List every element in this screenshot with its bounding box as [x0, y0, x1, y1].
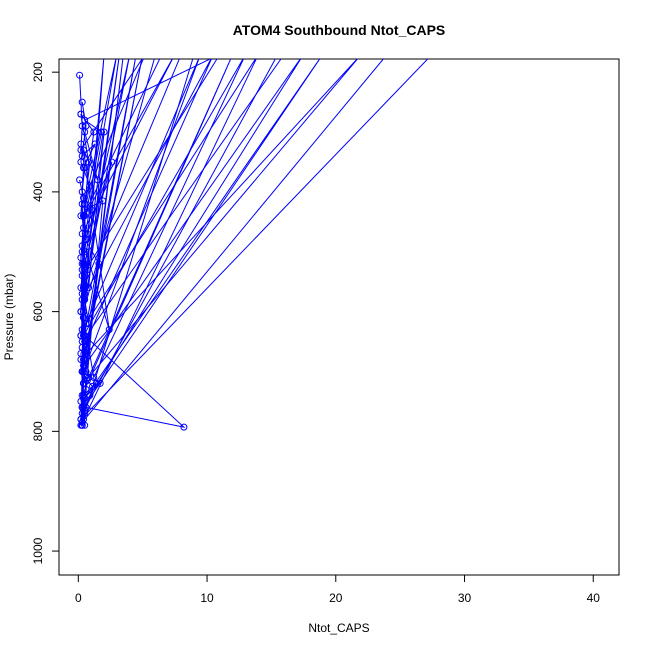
x-tick-label: 40	[587, 591, 601, 605]
series-layer	[76, 51, 435, 431]
y-tick-label: 400	[31, 182, 45, 202]
series-line-8	[80, 59, 384, 423]
data-point	[78, 368, 86, 375]
data-point	[83, 377, 91, 384]
data-point	[80, 212, 87, 220]
data-point	[77, 332, 85, 340]
data-point	[78, 242, 86, 250]
data-point	[384, 51, 390, 57]
data-point	[243, 51, 249, 57]
data-point	[78, 98, 86, 106]
series-line-7	[80, 59, 276, 414]
data-point	[81, 406, 89, 414]
data-point	[301, 51, 307, 57]
data-point	[87, 206, 95, 214]
series-line-2	[80, 59, 359, 428]
data-point	[230, 51, 236, 57]
data-point	[80, 394, 87, 402]
data-point	[217, 51, 223, 57]
data-point	[320, 51, 326, 57]
y-axis: 200 400 600 800 1000	[31, 62, 60, 564]
data-point	[114, 51, 120, 57]
x-axis: 0 10 20 30 40	[75, 574, 601, 605]
data-point	[281, 51, 287, 57]
y-tick-label: 600	[31, 301, 45, 321]
data-point	[81, 290, 89, 298]
data-point	[117, 51, 123, 57]
data-point	[191, 51, 197, 57]
data-point	[172, 51, 178, 57]
y-tick-label: 800	[31, 421, 45, 441]
data-point	[142, 51, 148, 57]
data-point	[83, 266, 91, 274]
data-point	[133, 51, 139, 57]
x-tick-label: 10	[200, 591, 214, 605]
data-point	[82, 122, 90, 130]
y-axis-label: Pressure (mbar)	[2, 274, 16, 361]
data-point	[98, 128, 105, 136]
y-tick-label: 1000	[31, 537, 45, 564]
data-point	[159, 51, 165, 57]
data-point	[275, 51, 281, 57]
data-point	[211, 51, 217, 57]
x-tick-label: 0	[75, 591, 82, 605]
data-point	[359, 51, 365, 57]
data-point	[78, 344, 86, 351]
data-point	[82, 350, 90, 357]
data-point	[78, 188, 86, 196]
x-tick-label: 30	[458, 591, 472, 605]
y-tick-label: 200	[31, 62, 45, 82]
data-point	[85, 320, 93, 328]
data-point	[91, 140, 99, 148]
data-point	[81, 338, 89, 345]
data-point	[76, 176, 84, 184]
data-point	[86, 182, 94, 190]
data-point	[82, 236, 90, 244]
data-point	[100, 128, 108, 136]
data-point	[77, 158, 85, 166]
x-axis-label: Ntot_CAPS	[308, 621, 369, 635]
data-point	[108, 158, 116, 166]
data-point	[78, 418, 86, 426]
data-point	[101, 51, 107, 57]
series-line-1	[79, 59, 429, 426]
data-point	[180, 423, 188, 431]
data-point	[429, 51, 435, 57]
chart-title: ATOM4 Southbound Ntot_CAPS	[233, 22, 446, 38]
data-point	[256, 51, 262, 57]
data-point	[76, 71, 84, 79]
data-point	[140, 51, 146, 57]
plot-frame	[58, 58, 620, 576]
data-point	[82, 385, 90, 393]
data-point	[96, 379, 104, 387]
data-point	[127, 51, 133, 57]
data-point	[85, 158, 93, 166]
x-tick-label: 20	[329, 591, 343, 605]
data-point	[153, 51, 159, 57]
data-point	[120, 51, 126, 57]
data-point	[77, 284, 85, 292]
data-point	[80, 314, 87, 322]
data-point	[198, 51, 204, 57]
data-point	[178, 51, 184, 57]
